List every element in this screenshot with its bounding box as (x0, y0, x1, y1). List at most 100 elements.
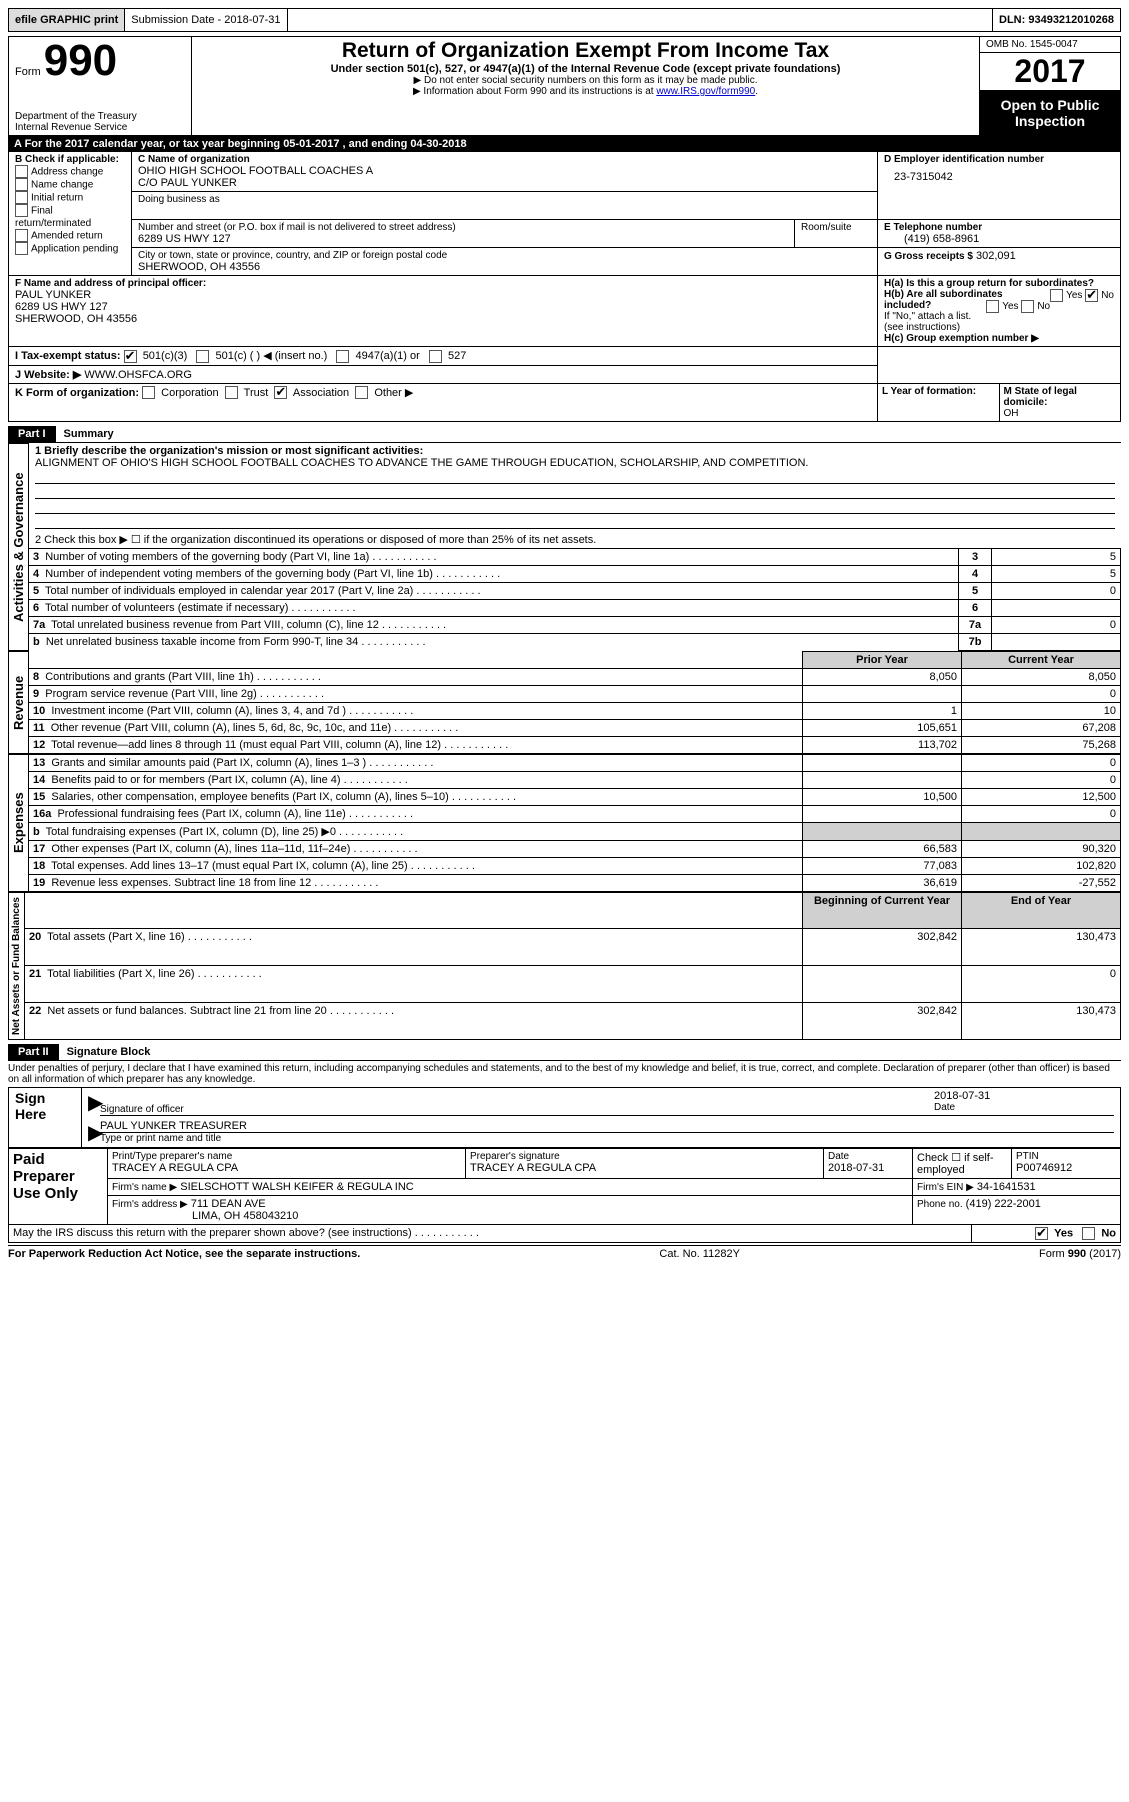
firm-phone-label: Phone no. (917, 1199, 963, 1210)
col-end: End of Year (962, 892, 1121, 929)
self-employed: Check ☐ if self-employed (913, 1148, 1012, 1178)
chk-name-change[interactable] (15, 178, 28, 191)
prep-sig: TRACEY A REGULA CPA (470, 1162, 819, 1174)
chk-address-change[interactable] (15, 165, 28, 178)
part2-label: Part II (8, 1044, 59, 1060)
discuss-row: May the IRS discuss this return with the… (8, 1225, 1121, 1243)
lbl-501c3: 501(c)(3) (143, 350, 188, 362)
box-d-label: D Employer identification number (884, 154, 1114, 165)
city: SHERWOOD, OH 43556 (138, 261, 871, 273)
pra-notice: For Paperwork Reduction Act Notice, see … (8, 1248, 360, 1260)
cat-no: Cat. No. 11282Y (659, 1248, 740, 1260)
discuss-text: May the IRS discuss this return with the… (13, 1227, 412, 1239)
box-c-name-label: C Name of organization (138, 154, 871, 165)
lbl-trust: Trust (244, 387, 269, 399)
submission-date: Submission Date - 2018-07-31 (125, 9, 287, 31)
chk-other[interactable] (355, 386, 368, 399)
table-row: 17 Other expenses (Part IX, column (A), … (29, 840, 1121, 857)
table-row: 16a Professional fundraising fees (Part … (29, 805, 1121, 822)
sig-date-label: Date (934, 1102, 1114, 1113)
lbl-501c: 501(c) ( ) ◀ (insert no.) (216, 350, 328, 362)
chk-initial-return[interactable] (15, 191, 28, 204)
ptin: P00746912 (1016, 1162, 1116, 1174)
table-row: 11 Other revenue (Part VIII, column (A),… (29, 719, 1121, 736)
form-header: Form 990 Department of the Treasury Inte… (8, 36, 1121, 136)
table-row: b Net unrelated business taxable income … (29, 633, 1121, 650)
dln: DLN: 93493212010268 (993, 9, 1120, 31)
lbl-initial-return: Initial return (31, 192, 83, 203)
chk-501c3[interactable] (124, 350, 137, 363)
firm-ein: 34-1641531 (977, 1181, 1036, 1193)
lbl-corp: Corporation (161, 387, 218, 399)
discuss-no[interactable] (1082, 1227, 1095, 1240)
col-current: Current Year (962, 651, 1121, 668)
firm-ein-label: Firm's EIN ▶ (917, 1182, 974, 1193)
chk-corp[interactable] (142, 386, 155, 399)
officer-street: 6289 US HWY 127 (15, 301, 871, 313)
lbl-app-pending: Application pending (31, 243, 118, 254)
form-subtitle: Under section 501(c), 527, or 4947(a)(1)… (198, 63, 973, 75)
form-ref: Form 990 (2017) (1039, 1248, 1121, 1260)
expense-table: 13 Grants and similar amounts paid (Part… (29, 754, 1121, 892)
box-g-label: G Gross receipts $ (884, 251, 973, 262)
row-i-label: I Tax-exempt status: (15, 350, 121, 362)
table-row: 15 Salaries, other compensation, employe… (29, 788, 1121, 805)
q1-text: ALIGNMENT OF OHIO'S HIGH SCHOOL FOOTBALL… (35, 457, 808, 469)
table-row: 22 Net assets or fund balances. Subtract… (25, 1002, 1121, 1039)
ptin-label: PTIN (1016, 1151, 1116, 1162)
part2-header: Part II Signature Block (8, 1044, 1121, 1061)
chk-527[interactable] (429, 350, 442, 363)
form-number: 990 (44, 36, 117, 85)
table-row: 12 Total revenue—add lines 8 through 11 … (29, 736, 1121, 753)
ha-no[interactable] (1085, 289, 1098, 302)
q2: 2 Check this box ▶ ☐ if the organization… (29, 531, 1121, 548)
side-netassets: Net Assets or Fund Balances (8, 892, 25, 1040)
signature-block: Sign Here ▶ Signature of officer 2018-07… (8, 1087, 1121, 1148)
paid-label: Paid Preparer Use Only (9, 1148, 108, 1224)
officer-city: SHERWOOD, OH 43556 (15, 313, 871, 325)
firm-addr2: LIMA, OH 458043210 (112, 1210, 298, 1222)
lbl-other: Other ▶ (374, 387, 413, 399)
dba-label: Doing business as (138, 194, 871, 205)
table-row: 13 Grants and similar amounts paid (Part… (29, 754, 1121, 771)
efile-print-button[interactable]: efile GRAPHIC print (9, 9, 125, 31)
row-j-label: J Website: ▶ (15, 369, 81, 381)
ha-yes[interactable] (1050, 289, 1063, 302)
row-m-label: M State of legal domicile: (1004, 386, 1077, 408)
lbl-name-change: Name change (31, 179, 93, 190)
state-domicile: OH (1004, 408, 1019, 419)
prep-sig-label: Preparer's signature (470, 1151, 819, 1162)
hb-no[interactable] (1021, 300, 1034, 313)
prep-date: 2018-07-31 (828, 1162, 908, 1174)
chk-amended[interactable] (15, 229, 28, 242)
gross-receipts: 302,091 (976, 250, 1016, 262)
form-label: Form (15, 66, 41, 78)
hb-yes[interactable] (986, 300, 999, 313)
h-a: H(a) Is this a group return for subordin… (884, 278, 1114, 289)
chk-501c[interactable] (196, 350, 209, 363)
firm-phone: (419) 222-2001 (966, 1198, 1041, 1210)
chk-trust[interactable] (225, 386, 238, 399)
net-table: Beginning of Current Year End of Year 20… (25, 892, 1121, 1040)
lbl-address-change: Address change (31, 166, 103, 177)
col-prior: Prior Year (803, 651, 962, 668)
lbl-4947: 4947(a)(1) or (356, 350, 420, 362)
chk-final-return[interactable] (15, 204, 28, 217)
row-a-period: A For the 2017 calendar year, or tax yea… (8, 136, 1121, 152)
h-c: H(c) Group exemption number ▶ (884, 333, 1114, 344)
irs-link[interactable]: www.IRS.gov/form990 (656, 86, 755, 97)
dept-treasury: Department of the Treasury (15, 111, 185, 122)
row-k-label: K Form of organization: (15, 387, 139, 399)
chk-assoc[interactable] (274, 386, 287, 399)
table-row: 19 Revenue less expenses. Subtract line … (29, 874, 1121, 891)
table-row: 7a Total unrelated business revenue from… (29, 616, 1121, 633)
chk-4947[interactable] (336, 350, 349, 363)
irs-label: Internal Revenue Service (15, 122, 185, 133)
prep-name: TRACEY A REGULA CPA (112, 1162, 461, 1174)
chk-app-pending[interactable] (15, 242, 28, 255)
officer-name-title: PAUL YUNKER TREASURER (100, 1120, 1114, 1132)
officer-name: PAUL YUNKER (15, 289, 871, 301)
discuss-yes[interactable] (1035, 1227, 1048, 1240)
table-row: 6 Total number of volunteers (estimate i… (29, 599, 1121, 616)
firm-addr1: 711 DEAN AVE (191, 1198, 266, 1210)
